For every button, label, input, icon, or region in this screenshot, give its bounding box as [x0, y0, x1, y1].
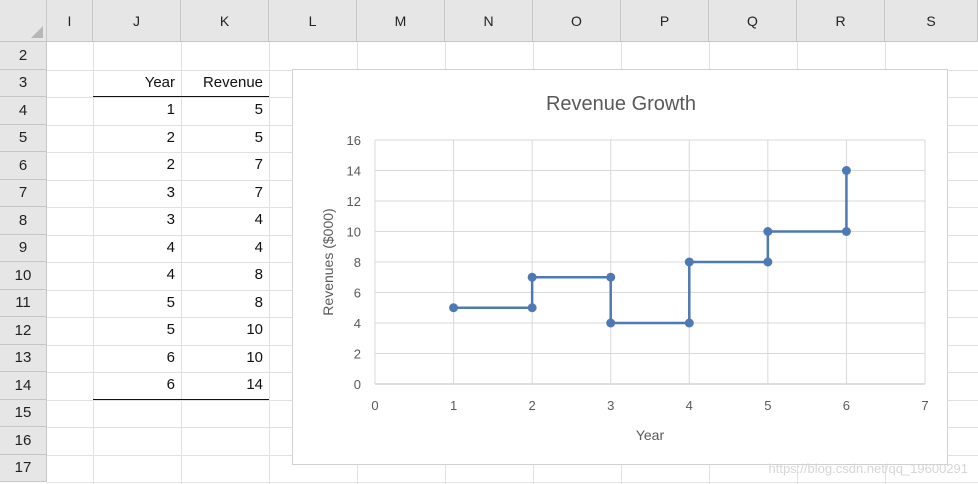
y-tick-label: 10 [347, 225, 361, 240]
row-header-11[interactable]: 11 [0, 289, 47, 317]
cell-year[interactable]: 2 [166, 128, 175, 146]
x-tick-label: 0 [371, 398, 378, 413]
chart-grid [374, 139, 926, 385]
data-point[interactable] [841, 227, 851, 236]
column-gridline [269, 42, 270, 484]
revenue-series [449, 166, 851, 328]
cell-revenue[interactable]: 4 [254, 211, 263, 228]
select-all-corner[interactable] [0, 0, 47, 42]
y-tick-label: 8 [354, 255, 361, 270]
revenue-chart[interactable]: 0 2 4 6 8 10 12 14 16 0 1 2 3 4 5 6 7 Revenue Growth Yea… [292, 69, 948, 465]
header-year[interactable]: Year [144, 73, 175, 91]
row-header-7[interactable]: 7 [0, 179, 47, 207]
y-tick-label: 16 [347, 133, 361, 148]
data-point[interactable] [684, 318, 694, 328]
y-tick-label: 12 [347, 194, 361, 209]
x-tick-label: 2 [529, 398, 536, 413]
table-bottom-border [93, 398, 269, 400]
select-all-icon [31, 26, 43, 38]
cell-year[interactable]: 3 [166, 211, 175, 228]
cell-year[interactable]: 4 [166, 266, 175, 283]
cell-revenue[interactable]: 4 [254, 238, 263, 256]
column-header-o[interactable]: O [533, 0, 621, 42]
column-gridline [93, 42, 94, 484]
series-line [453, 170, 848, 325]
cell-revenue[interactable]: 10 [246, 321, 263, 338]
x-tick-label: 6 [843, 398, 850, 413]
column-header-n[interactable]: N [445, 0, 533, 42]
row-header-8[interactable]: 8 [0, 207, 47, 235]
row-header-6[interactable]: 6 [0, 152, 47, 180]
cell-revenue[interactable]: 14 [246, 376, 263, 393]
x-tick-label: 5 [764, 398, 771, 413]
data-point[interactable] [841, 166, 851, 175]
data-point[interactable] [606, 272, 616, 282]
column-header-i[interactable]: I [47, 0, 93, 42]
cell-revenue[interactable]: 5 [254, 128, 263, 146]
y-tick-label: 2 [354, 347, 361, 362]
data-point[interactable] [763, 257, 773, 267]
cell-year[interactable]: 1 [166, 101, 175, 118]
cell-year[interactable]: 5 [166, 321, 175, 338]
x-tick-label: 1 [450, 398, 457, 413]
watermark: https://blog.csdn.net/qq_19600291 [768, 461, 969, 476]
x-tick-label: 7 [921, 398, 928, 413]
x-axis-label: Year [636, 427, 665, 443]
data-point[interactable] [606, 318, 616, 328]
data-point[interactable] [449, 303, 459, 313]
column-header-j[interactable]: J [93, 0, 181, 42]
cell-year[interactable]: 6 [166, 348, 175, 366]
column-header-m[interactable]: M [357, 0, 445, 42]
cell-revenue[interactable]: 5 [254, 101, 263, 118]
chart-title: Revenue Growth [546, 93, 696, 115]
row-header-9[interactable]: 9 [0, 234, 47, 262]
row-header-3[interactable]: 3 [0, 69, 47, 97]
row-header-5[interactable]: 5 [0, 124, 47, 152]
column-header-k[interactable]: K [181, 0, 269, 42]
cell-year[interactable]: 2 [166, 156, 175, 173]
y-tick-label: 6 [354, 286, 361, 301]
row-header-10[interactable]: 10 [0, 262, 47, 290]
row-header-13[interactable]: 13 [0, 344, 47, 372]
column-gridline [181, 42, 182, 484]
header-revenue[interactable]: Revenue [202, 73, 263, 91]
data-point[interactable] [527, 303, 537, 313]
row-header-14[interactable]: 14 [0, 372, 47, 400]
column-header-r[interactable]: R [797, 0, 885, 42]
row-header-17[interactable]: 17 [0, 454, 47, 482]
y-tick-label: 14 [347, 164, 361, 179]
cell-year[interactable]: 6 [166, 376, 175, 393]
cell-year[interactable]: 5 [166, 293, 175, 311]
row-header-12[interactable]: 12 [0, 317, 47, 345]
y-tick-label: 0 [354, 377, 361, 392]
cell-year[interactable]: 4 [166, 238, 175, 256]
row-header-4[interactable]: 4 [0, 97, 47, 125]
row-gridline [47, 482, 978, 483]
cell-revenue[interactable]: 8 [254, 266, 263, 283]
x-tick-label: 3 [607, 398, 614, 413]
cell-revenue[interactable]: 7 [254, 183, 263, 201]
cell-revenue[interactable]: 8 [254, 293, 263, 311]
cell-revenue[interactable]: 10 [246, 348, 263, 366]
y-tick-label: 4 [354, 316, 361, 331]
column-header-q[interactable]: Q [709, 0, 797, 42]
row-header-2[interactable]: 2 [0, 42, 47, 70]
data-point[interactable] [527, 272, 537, 282]
data-point[interactable] [763, 227, 773, 236]
column-header-p[interactable]: P [621, 0, 709, 42]
y-axis-label: Revenues ($000) [320, 208, 336, 315]
row-header-16[interactable]: 16 [0, 427, 47, 455]
cell-revenue[interactable]: 7 [254, 156, 263, 173]
cell-year[interactable]: 3 [166, 183, 175, 201]
column-header-l[interactable]: L [269, 0, 357, 42]
table-header-border [93, 96, 269, 97]
data-point[interactable] [684, 257, 694, 267]
column-header-s[interactable]: S [885, 0, 978, 42]
row-header-15[interactable]: 15 [0, 399, 47, 427]
x-tick-label: 4 [686, 398, 693, 413]
